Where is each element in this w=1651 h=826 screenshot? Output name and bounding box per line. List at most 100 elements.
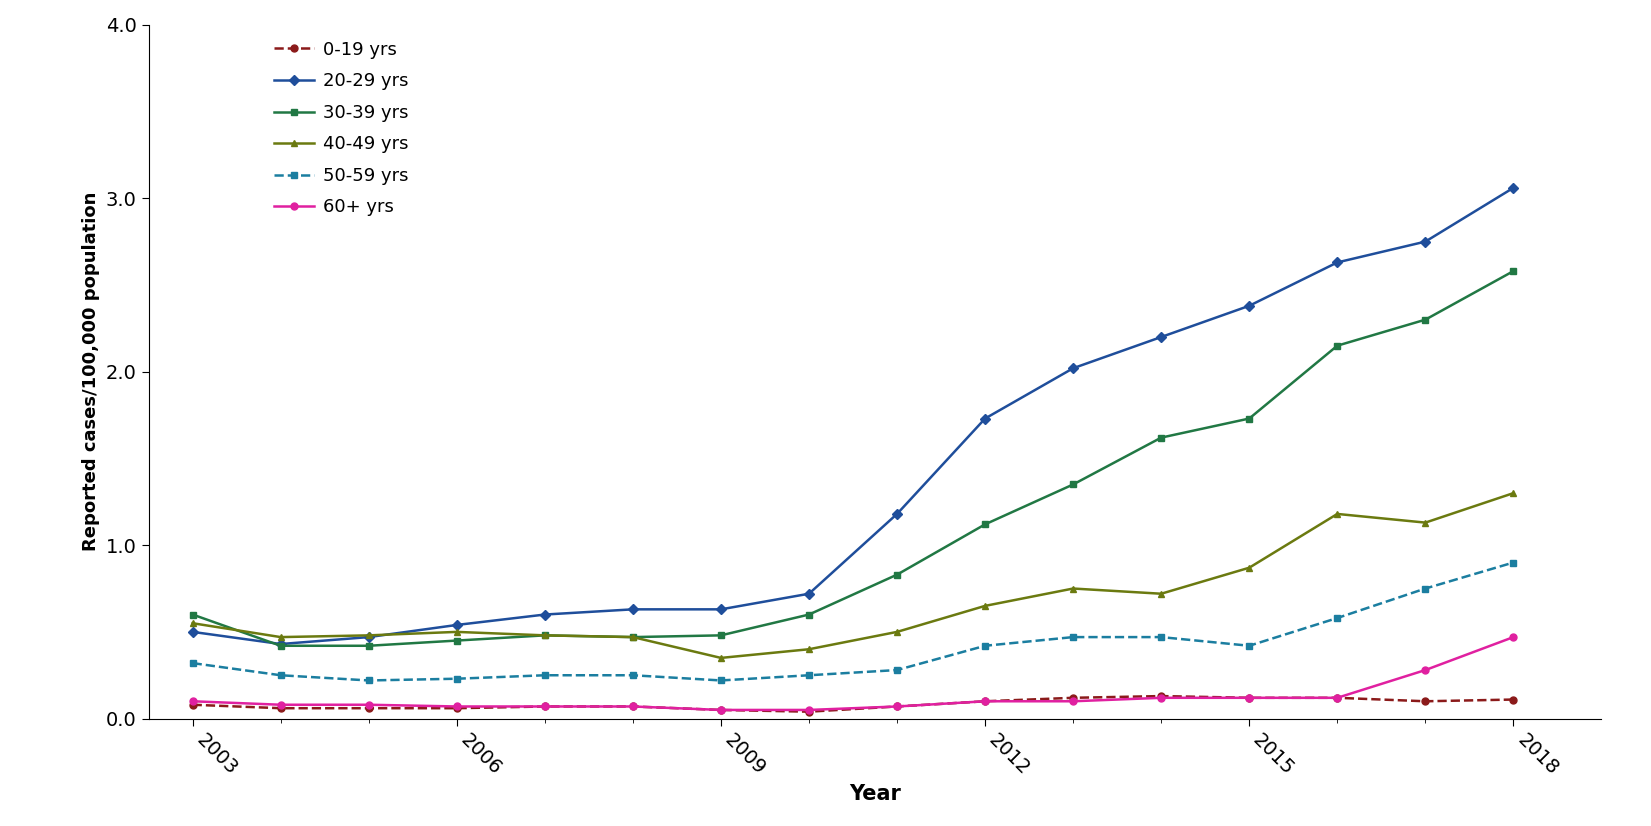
30-39 yrs [183, 610, 203, 620]
60+ yrs [183, 696, 203, 706]
30-39 yrs [271, 641, 291, 651]
0-19 yrs [535, 701, 555, 711]
60+ yrs [271, 700, 291, 710]
20-29 yrs [1063, 363, 1083, 373]
50-59 yrs [271, 671, 291, 681]
0-19 yrs [887, 701, 906, 711]
20-29 yrs [1240, 301, 1260, 311]
60+ yrs [622, 701, 642, 711]
60+ yrs [799, 705, 819, 714]
30-39 yrs [535, 630, 555, 640]
0-19 yrs [271, 703, 291, 713]
20-29 yrs [622, 605, 642, 615]
40-49 yrs [887, 627, 906, 637]
0-19 yrs [1415, 696, 1435, 706]
50-59 yrs [1504, 558, 1524, 567]
50-59 yrs [183, 658, 203, 668]
40-49 yrs [1151, 589, 1171, 599]
30-39 yrs [976, 520, 996, 529]
40-49 yrs [1415, 518, 1435, 528]
40-49 yrs [358, 630, 378, 640]
20-29 yrs [887, 509, 906, 519]
40-49 yrs [183, 618, 203, 628]
50-59 yrs [622, 671, 642, 681]
20-29 yrs [1327, 258, 1347, 268]
30-39 yrs [1327, 340, 1347, 350]
40-49 yrs [1327, 509, 1347, 519]
60+ yrs [1415, 665, 1435, 675]
40-49 yrs [447, 627, 467, 637]
Line: 50-59 yrs: 50-59 yrs [190, 559, 1517, 684]
30-39 yrs [1063, 479, 1083, 489]
Line: 40-49 yrs: 40-49 yrs [190, 490, 1517, 662]
20-29 yrs [358, 632, 378, 642]
20-29 yrs [712, 605, 731, 615]
20-29 yrs [1415, 236, 1435, 246]
50-59 yrs [976, 641, 996, 651]
0-19 yrs [1151, 691, 1171, 701]
0-19 yrs [447, 703, 467, 713]
Line: 20-29 yrs: 20-29 yrs [190, 184, 1517, 648]
50-59 yrs [799, 671, 819, 681]
60+ yrs [712, 705, 731, 714]
0-19 yrs [976, 696, 996, 706]
40-49 yrs [1063, 583, 1083, 593]
60+ yrs [1063, 696, 1083, 706]
50-59 yrs [447, 674, 467, 684]
Y-axis label: Reported cases/100,000 population: Reported cases/100,000 population [83, 192, 101, 552]
50-59 yrs [1240, 641, 1260, 651]
30-39 yrs [1504, 266, 1524, 276]
30-39 yrs [622, 632, 642, 642]
X-axis label: Year: Year [849, 785, 901, 805]
60+ yrs [447, 701, 467, 711]
20-29 yrs [799, 589, 819, 599]
50-59 yrs [1327, 613, 1347, 623]
30-39 yrs [799, 610, 819, 620]
30-39 yrs [887, 570, 906, 580]
40-49 yrs [799, 644, 819, 654]
60+ yrs [535, 701, 555, 711]
40-49 yrs [622, 632, 642, 642]
0-19 yrs [1327, 693, 1347, 703]
20-29 yrs [447, 620, 467, 630]
0-19 yrs [358, 703, 378, 713]
30-39 yrs [358, 641, 378, 651]
20-29 yrs [535, 610, 555, 620]
60+ yrs [1240, 693, 1260, 703]
50-59 yrs [1415, 583, 1435, 593]
30-39 yrs [712, 630, 731, 640]
20-29 yrs [1151, 332, 1171, 342]
40-49 yrs [976, 601, 996, 611]
20-29 yrs [976, 414, 996, 424]
20-29 yrs [1504, 183, 1524, 192]
0-19 yrs [799, 707, 819, 717]
40-49 yrs [1240, 563, 1260, 572]
0-19 yrs [1063, 693, 1083, 703]
Line: 30-39 yrs: 30-39 yrs [190, 268, 1517, 649]
Legend: 0-19 yrs, 20-29 yrs, 30-39 yrs, 40-49 yrs, 50-59 yrs, 60+ yrs: 0-19 yrs, 20-29 yrs, 30-39 yrs, 40-49 yr… [274, 40, 408, 216]
0-19 yrs [1240, 693, 1260, 703]
0-19 yrs [712, 705, 731, 714]
50-59 yrs [1151, 632, 1171, 642]
40-49 yrs [535, 630, 555, 640]
50-59 yrs [887, 665, 906, 675]
60+ yrs [358, 700, 378, 710]
50-59 yrs [1063, 632, 1083, 642]
40-49 yrs [271, 632, 291, 642]
30-39 yrs [1415, 315, 1435, 325]
40-49 yrs [712, 653, 731, 662]
Line: 60+ yrs: 60+ yrs [190, 634, 1517, 714]
20-29 yrs [271, 639, 291, 649]
20-29 yrs [183, 627, 203, 637]
40-49 yrs [1504, 488, 1524, 498]
60+ yrs [1327, 693, 1347, 703]
0-19 yrs [1504, 695, 1524, 705]
30-39 yrs [1240, 414, 1260, 424]
50-59 yrs [358, 676, 378, 686]
30-39 yrs [1151, 433, 1171, 443]
0-19 yrs [622, 701, 642, 711]
60+ yrs [976, 696, 996, 706]
Line: 0-19 yrs: 0-19 yrs [190, 692, 1517, 715]
30-39 yrs [447, 636, 467, 646]
50-59 yrs [712, 676, 731, 686]
